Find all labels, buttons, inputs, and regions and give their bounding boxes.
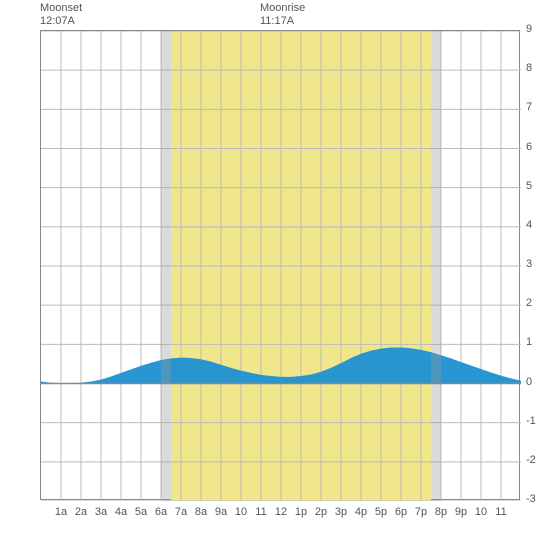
x-tick-label: 9p: [452, 506, 470, 518]
x-tick-label: 4a: [112, 506, 130, 518]
x-tick-label: 4p: [352, 506, 370, 518]
x-tick-label: 11: [252, 506, 270, 518]
y-tick-label: 9: [526, 23, 532, 35]
plot-svg: [41, 31, 521, 501]
x-tick-label: 7p: [412, 506, 430, 518]
x-tick-label: 1a: [52, 506, 70, 518]
x-tick-label: 10: [472, 506, 490, 518]
x-tick-label: 12: [272, 506, 290, 518]
y-tick-label: -2: [526, 454, 536, 466]
y-tick-label: 1: [526, 336, 532, 348]
x-tick-label: 7a: [172, 506, 190, 518]
grid: [41, 31, 521, 501]
twilight-band-0: [161, 31, 171, 501]
x-tick-label: 5p: [372, 506, 390, 518]
x-tick-label: 5a: [132, 506, 150, 518]
moonset-label: Moonset: [40, 2, 82, 14]
y-tick-label: 3: [526, 258, 532, 270]
y-tick-label: 4: [526, 219, 532, 231]
y-tick-label: -1: [526, 415, 536, 427]
x-tick-label: 10: [232, 506, 250, 518]
x-tick-label: 2p: [312, 506, 330, 518]
moonset-block: Moonset 12:07A: [40, 2, 82, 28]
y-tick-label: 5: [526, 180, 532, 192]
x-tick-label: 2a: [72, 506, 90, 518]
tide-chart: Moonset 12:07A Moonrise 11:17A -3-2-1012…: [0, 0, 550, 550]
x-tick-label: 6a: [152, 506, 170, 518]
x-tick-label: 9a: [212, 506, 230, 518]
y-tick-label: 0: [526, 376, 532, 388]
x-tick-label: 6p: [392, 506, 410, 518]
y-tick-label: -3: [526, 493, 536, 505]
x-tick-label: 11: [492, 506, 510, 518]
moonrise-block: Moonrise 11:17A: [260, 2, 305, 28]
y-tick-label: 6: [526, 141, 532, 153]
plot-area: [40, 30, 520, 500]
y-tick-label: 8: [526, 62, 532, 74]
x-tick-label: 3a: [92, 506, 110, 518]
y-tick-label: 2: [526, 297, 532, 309]
y-tick-label: 7: [526, 101, 532, 113]
x-tick-label: 8p: [432, 506, 450, 518]
x-tick-label: 3p: [332, 506, 350, 518]
moonrise-time: 11:17A: [260, 15, 294, 27]
moonrise-label: Moonrise: [260, 2, 305, 14]
moonset-time: 12:07A: [40, 15, 75, 27]
x-tick-label: 8a: [192, 506, 210, 518]
x-tick-label: 1p: [292, 506, 310, 518]
twilight-band-1: [431, 31, 441, 501]
